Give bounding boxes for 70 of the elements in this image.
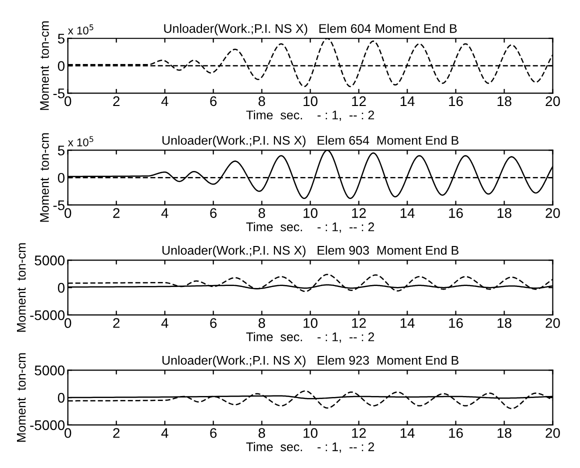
x-tick-label: 0 bbox=[64, 428, 72, 438]
x-tick-label: 12 bbox=[352, 208, 366, 218]
x-tick-label: 12 bbox=[352, 318, 366, 328]
x-tick-label: 20 bbox=[546, 96, 560, 106]
x-tick-label: 16 bbox=[449, 208, 463, 218]
x-tick-label: 14 bbox=[400, 428, 415, 438]
x-tick-label: 10 bbox=[304, 318, 318, 328]
x-tick-label: 2 bbox=[113, 208, 120, 218]
x-tick-label: 14 bbox=[400, 208, 415, 218]
y-tick-label: 5000 bbox=[34, 366, 65, 376]
x-tick-label: 12 bbox=[352, 96, 366, 106]
y-tick-label: 0 bbox=[58, 282, 65, 293]
y-tick-label: 0 bbox=[58, 61, 65, 71]
x-axis-title: Time sec. - : 1, -- : 2 bbox=[246, 110, 374, 121]
y-tick-label: -5000 bbox=[30, 420, 65, 430]
y-axis-title: Moment ton-cm bbox=[40, 133, 49, 222]
chart-title: Unloader(Work.;P.I. NS X) Elem 903 Moment End B bbox=[162, 246, 458, 258]
x-tick-label: 10 bbox=[304, 96, 318, 106]
x-tick-label: 6 bbox=[210, 96, 217, 106]
y-tick-label: 0 bbox=[58, 392, 65, 403]
x-tick-label: 0 bbox=[64, 96, 72, 106]
x-tick-label: 4 bbox=[161, 208, 168, 218]
x-tick-label: 18 bbox=[498, 318, 512, 328]
x-tick-label: 18 bbox=[498, 96, 512, 106]
y-tick-label: -5 bbox=[53, 200, 64, 210]
x-tick-label: 10 bbox=[304, 428, 318, 438]
y-tick-label: 0 bbox=[58, 172, 65, 183]
x-tick-label: 2 bbox=[113, 428, 120, 438]
x-axis-title: Time sec. - : 1, -- : 2 bbox=[246, 332, 374, 343]
x-tick-label: 6 bbox=[210, 208, 217, 218]
y-axis-title: Moment ton-cm bbox=[16, 353, 26, 442]
x-tick-label: 12 bbox=[352, 428, 366, 438]
y-tick-label: 5000 bbox=[34, 256, 65, 266]
y-tick-label: 5 bbox=[58, 146, 64, 156]
y-tick-label: 5 bbox=[58, 34, 64, 44]
x-tick-label: 18 bbox=[498, 428, 512, 438]
x-tick-label: 20 bbox=[546, 318, 560, 328]
x-tick-label: 14 bbox=[400, 318, 415, 328]
chart-title: Unloader(Work.;P.I. NS X) Elem 654 Moment End B bbox=[162, 136, 458, 148]
y-tick-label: -5 bbox=[53, 88, 64, 98]
x-tick-label: 4 bbox=[161, 96, 168, 106]
x-tick-label: 10 bbox=[304, 208, 318, 218]
chart-title: Unloader(Work.;P.I. NS X) Elem 923 Moment End B bbox=[162, 356, 458, 368]
x-tick-label: 0 bbox=[64, 318, 72, 328]
y-axis-title: Moment ton-cm bbox=[40, 21, 49, 110]
x-tick-label: 18 bbox=[498, 208, 512, 218]
x-axis-title: Time sec. - : 1, -- : 2 bbox=[246, 442, 374, 453]
x-tick-label: 6 bbox=[210, 428, 217, 438]
x-tick-label: 14 bbox=[400, 96, 415, 106]
x-tick-label: 16 bbox=[449, 428, 463, 438]
x-tick-label: 4 bbox=[161, 318, 168, 328]
x-tick-label: 0 bbox=[64, 208, 72, 218]
x-tick-label: 2 bbox=[113, 96, 120, 106]
x-tick-label: 8 bbox=[258, 318, 266, 328]
x-tick-label: 20 bbox=[546, 428, 560, 438]
x-tick-label: 8 bbox=[258, 428, 266, 438]
text: x 10$^{5}$ bbox=[68, 136, 94, 146]
x-tick-label: 16 bbox=[449, 96, 463, 106]
y-axis-title: Moment ton-cm bbox=[16, 243, 26, 332]
text: x 10$^{5}$ bbox=[68, 24, 94, 34]
y-tick-label: -5000 bbox=[30, 310, 65, 320]
x-tick-label: 20 bbox=[546, 208, 560, 218]
x-axis-title: Time sec. - : 1, -- : 2 bbox=[246, 222, 374, 233]
x-tick-label: 2 bbox=[113, 318, 120, 328]
x-tick-label: 8 bbox=[258, 208, 266, 218]
x-tick-label: 4 bbox=[161, 428, 168, 438]
x-tick-label: 6 bbox=[210, 318, 217, 328]
x-tick-label: 16 bbox=[449, 318, 463, 328]
chart-title: Unloader(Work.;P.I. NS X) Elem 604 Moment End B bbox=[164, 24, 457, 36]
x-tick-label: 8 bbox=[258, 96, 266, 106]
